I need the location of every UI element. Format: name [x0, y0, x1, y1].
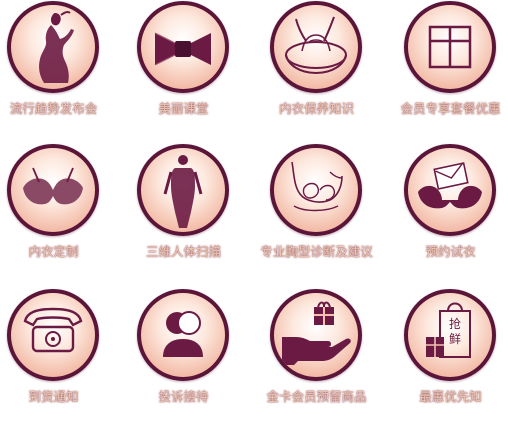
tile-label: 内衣定制 [28, 245, 79, 259]
tile-best-deals-first[interactable]: 抢 鲜 最惠优先知 [387, 288, 508, 425]
washing-basin-icon [285, 16, 347, 75]
telephone-icon [23, 307, 83, 353]
tile-label: 专业胸型诊断及建议 [260, 245, 373, 259]
badge [270, 1, 362, 93]
tile-complaint-reception[interactable]: 投诉接待 [120, 288, 247, 425]
tile-label: 投诉接待 [158, 390, 209, 404]
bag-text-2: 鲜 [449, 332, 461, 346]
tile-label: 美丽课堂 [158, 102, 209, 116]
badge [137, 1, 229, 93]
user-support-icon [163, 311, 203, 357]
tile-label: 最惠优先知 [419, 390, 482, 404]
bow-icon [154, 32, 211, 66]
tile-arrival-notice[interactable]: 到货通知 [0, 288, 117, 425]
tile-label: 预约试衣 [425, 245, 476, 259]
bra-envelope-icon [418, 162, 482, 209]
body-scan-icon [163, 155, 203, 228]
tile-gold-card-reserve[interactable]: 金卡会员预留商品 [253, 288, 380, 425]
badge [137, 289, 229, 381]
tile-label: 三维人体扫描 [145, 245, 221, 259]
service-grid: 流行趋势发布会 美丽课堂 内衣保养知识 [0, 0, 508, 404]
badge [137, 144, 229, 236]
shopping-bag-icon: 抢 鲜 [426, 302, 471, 358]
tile-label: 金卡会员预留商品 [266, 390, 367, 404]
badge [404, 144, 496, 236]
tile-label: 到货通知 [28, 390, 79, 404]
tile-fashion-show[interactable]: 流行趋势发布会 [0, 0, 117, 137]
fashion-model-icon [39, 10, 74, 83]
tile-custom-lingerie[interactable]: 内衣定制 [0, 143, 117, 280]
bag-text-1: 抢 [449, 316, 461, 331]
tile-body-scan[interactable]: 三维人体扫描 [120, 143, 247, 280]
badge [7, 144, 99, 236]
badge [270, 144, 362, 236]
tile-label: 流行趋势发布会 [9, 102, 98, 116]
badge [270, 289, 362, 381]
badge [404, 1, 496, 93]
tile-bust-diagnosis[interactable]: 专业胸型诊断及建议 [253, 143, 380, 280]
tile-member-package[interactable]: 会员专享套餐优惠 [387, 0, 508, 137]
badge [7, 1, 99, 93]
gift-box-icon [428, 25, 472, 69]
tile-beauty-class[interactable]: 美丽课堂 [120, 0, 247, 137]
tile-lingerie-care[interactable]: 内衣保养知识 [253, 0, 380, 137]
bust-fitting-icon [291, 161, 343, 212]
badge: 抢 鲜 [404, 289, 496, 381]
tile-fitting-appointment[interactable]: 预约试衣 [387, 143, 508, 280]
bra-icon [23, 167, 83, 205]
tile-label: 内衣保养知识 [278, 102, 354, 116]
badge [7, 289, 99, 381]
gift-in-hand-icon [282, 301, 351, 365]
tile-label: 会员专享套餐优惠 [400, 102, 501, 116]
